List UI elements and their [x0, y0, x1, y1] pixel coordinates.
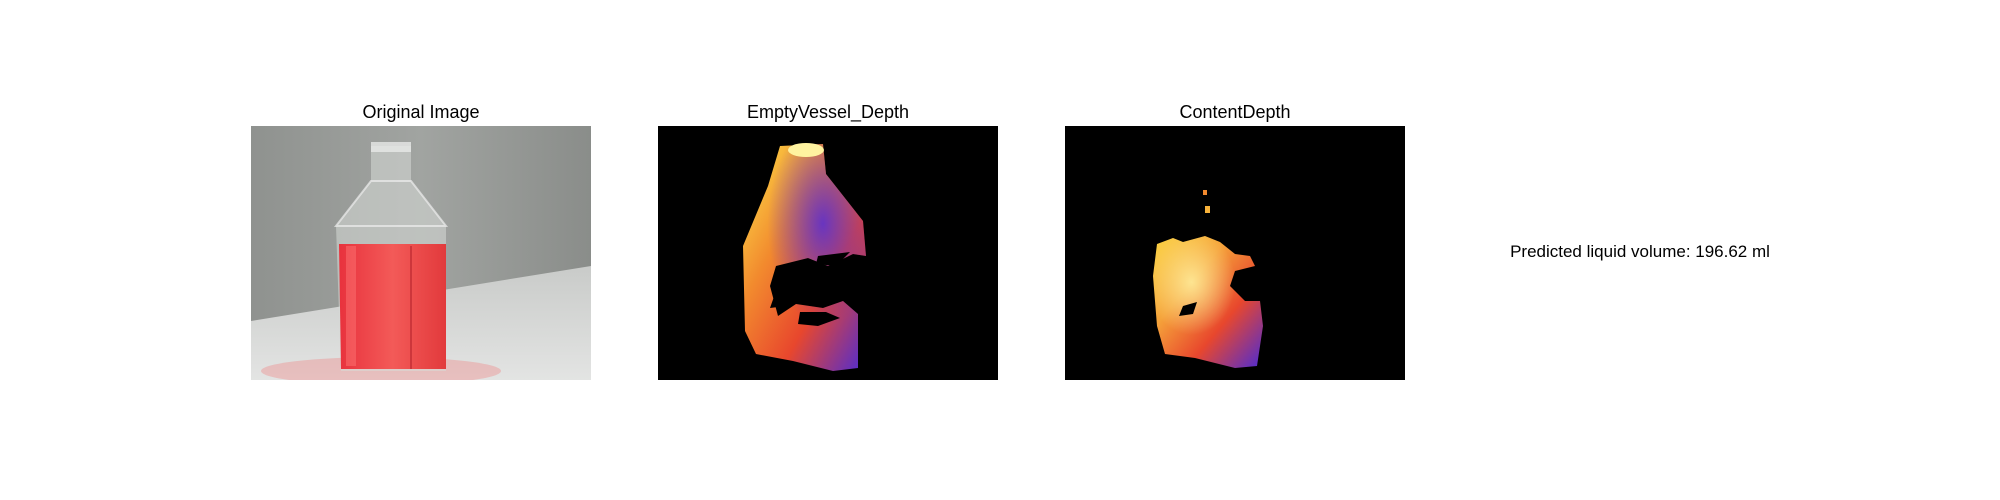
content-depth-graphic [1153, 190, 1263, 368]
content-depth-map [1065, 126, 1405, 380]
original-photo-graphic [251, 126, 591, 380]
panel-title-content-depth: ContentDepth [1179, 102, 1291, 122]
empty-vessel-depth-map [658, 126, 998, 380]
empty-vessel-depth-graphic [743, 143, 866, 371]
original-image [251, 126, 591, 380]
predicted-volume-text: Predicted liquid volume: 196.62 ml [1510, 242, 1770, 261]
panel-title-original-image: Original Image [362, 102, 480, 122]
panel-title-empty-vessel-depth: EmptyVessel_Depth [746, 102, 910, 122]
